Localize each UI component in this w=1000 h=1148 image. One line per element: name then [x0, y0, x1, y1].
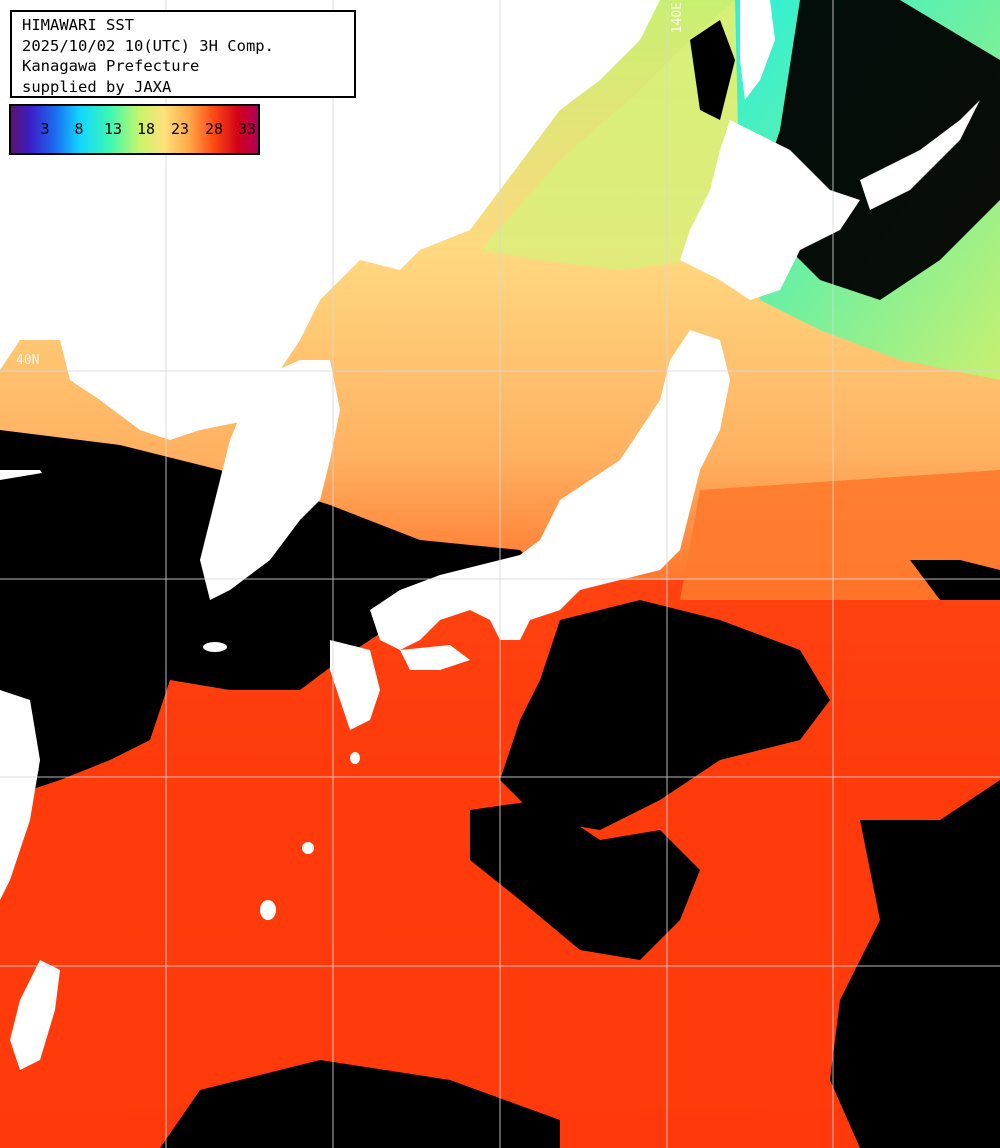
map-region: Kanagawa Prefecture [22, 57, 200, 75]
longitude-label: 140E [670, 2, 685, 34]
map-credit: supplied by JAXA [22, 77, 172, 96]
yellow-sea-cloud [0, 470, 200, 700]
map-timestamp: 2025/10/02 10(UTC) 3H Comp. [22, 36, 274, 55]
latitude-label-40n: 40N [16, 353, 40, 368]
legend-tick: 3 [40, 120, 50, 138]
legend-tick: 13 [103, 120, 123, 138]
info-box: HIMAWARI SST 2025/10/02 10(UTC) 3H Comp.… [10, 10, 356, 98]
legend-gradient [11, 106, 258, 153]
legend-tick: 28 [204, 120, 224, 138]
color-legend: 3 8 13 18 23 28 33 [9, 104, 260, 155]
latitude-label-30n: 30N [16, 760, 40, 775]
map-title: HIMAWARI SST [22, 16, 134, 34]
legend-tick: 8 [74, 120, 84, 138]
legend-tick: 33 [237, 120, 257, 138]
legend-tick: 18 [136, 120, 156, 138]
legend-tick: 23 [170, 120, 190, 138]
legend-ticks: 3 8 13 18 23 28 33 [11, 120, 258, 140]
cool-water-north [480, 0, 740, 270]
